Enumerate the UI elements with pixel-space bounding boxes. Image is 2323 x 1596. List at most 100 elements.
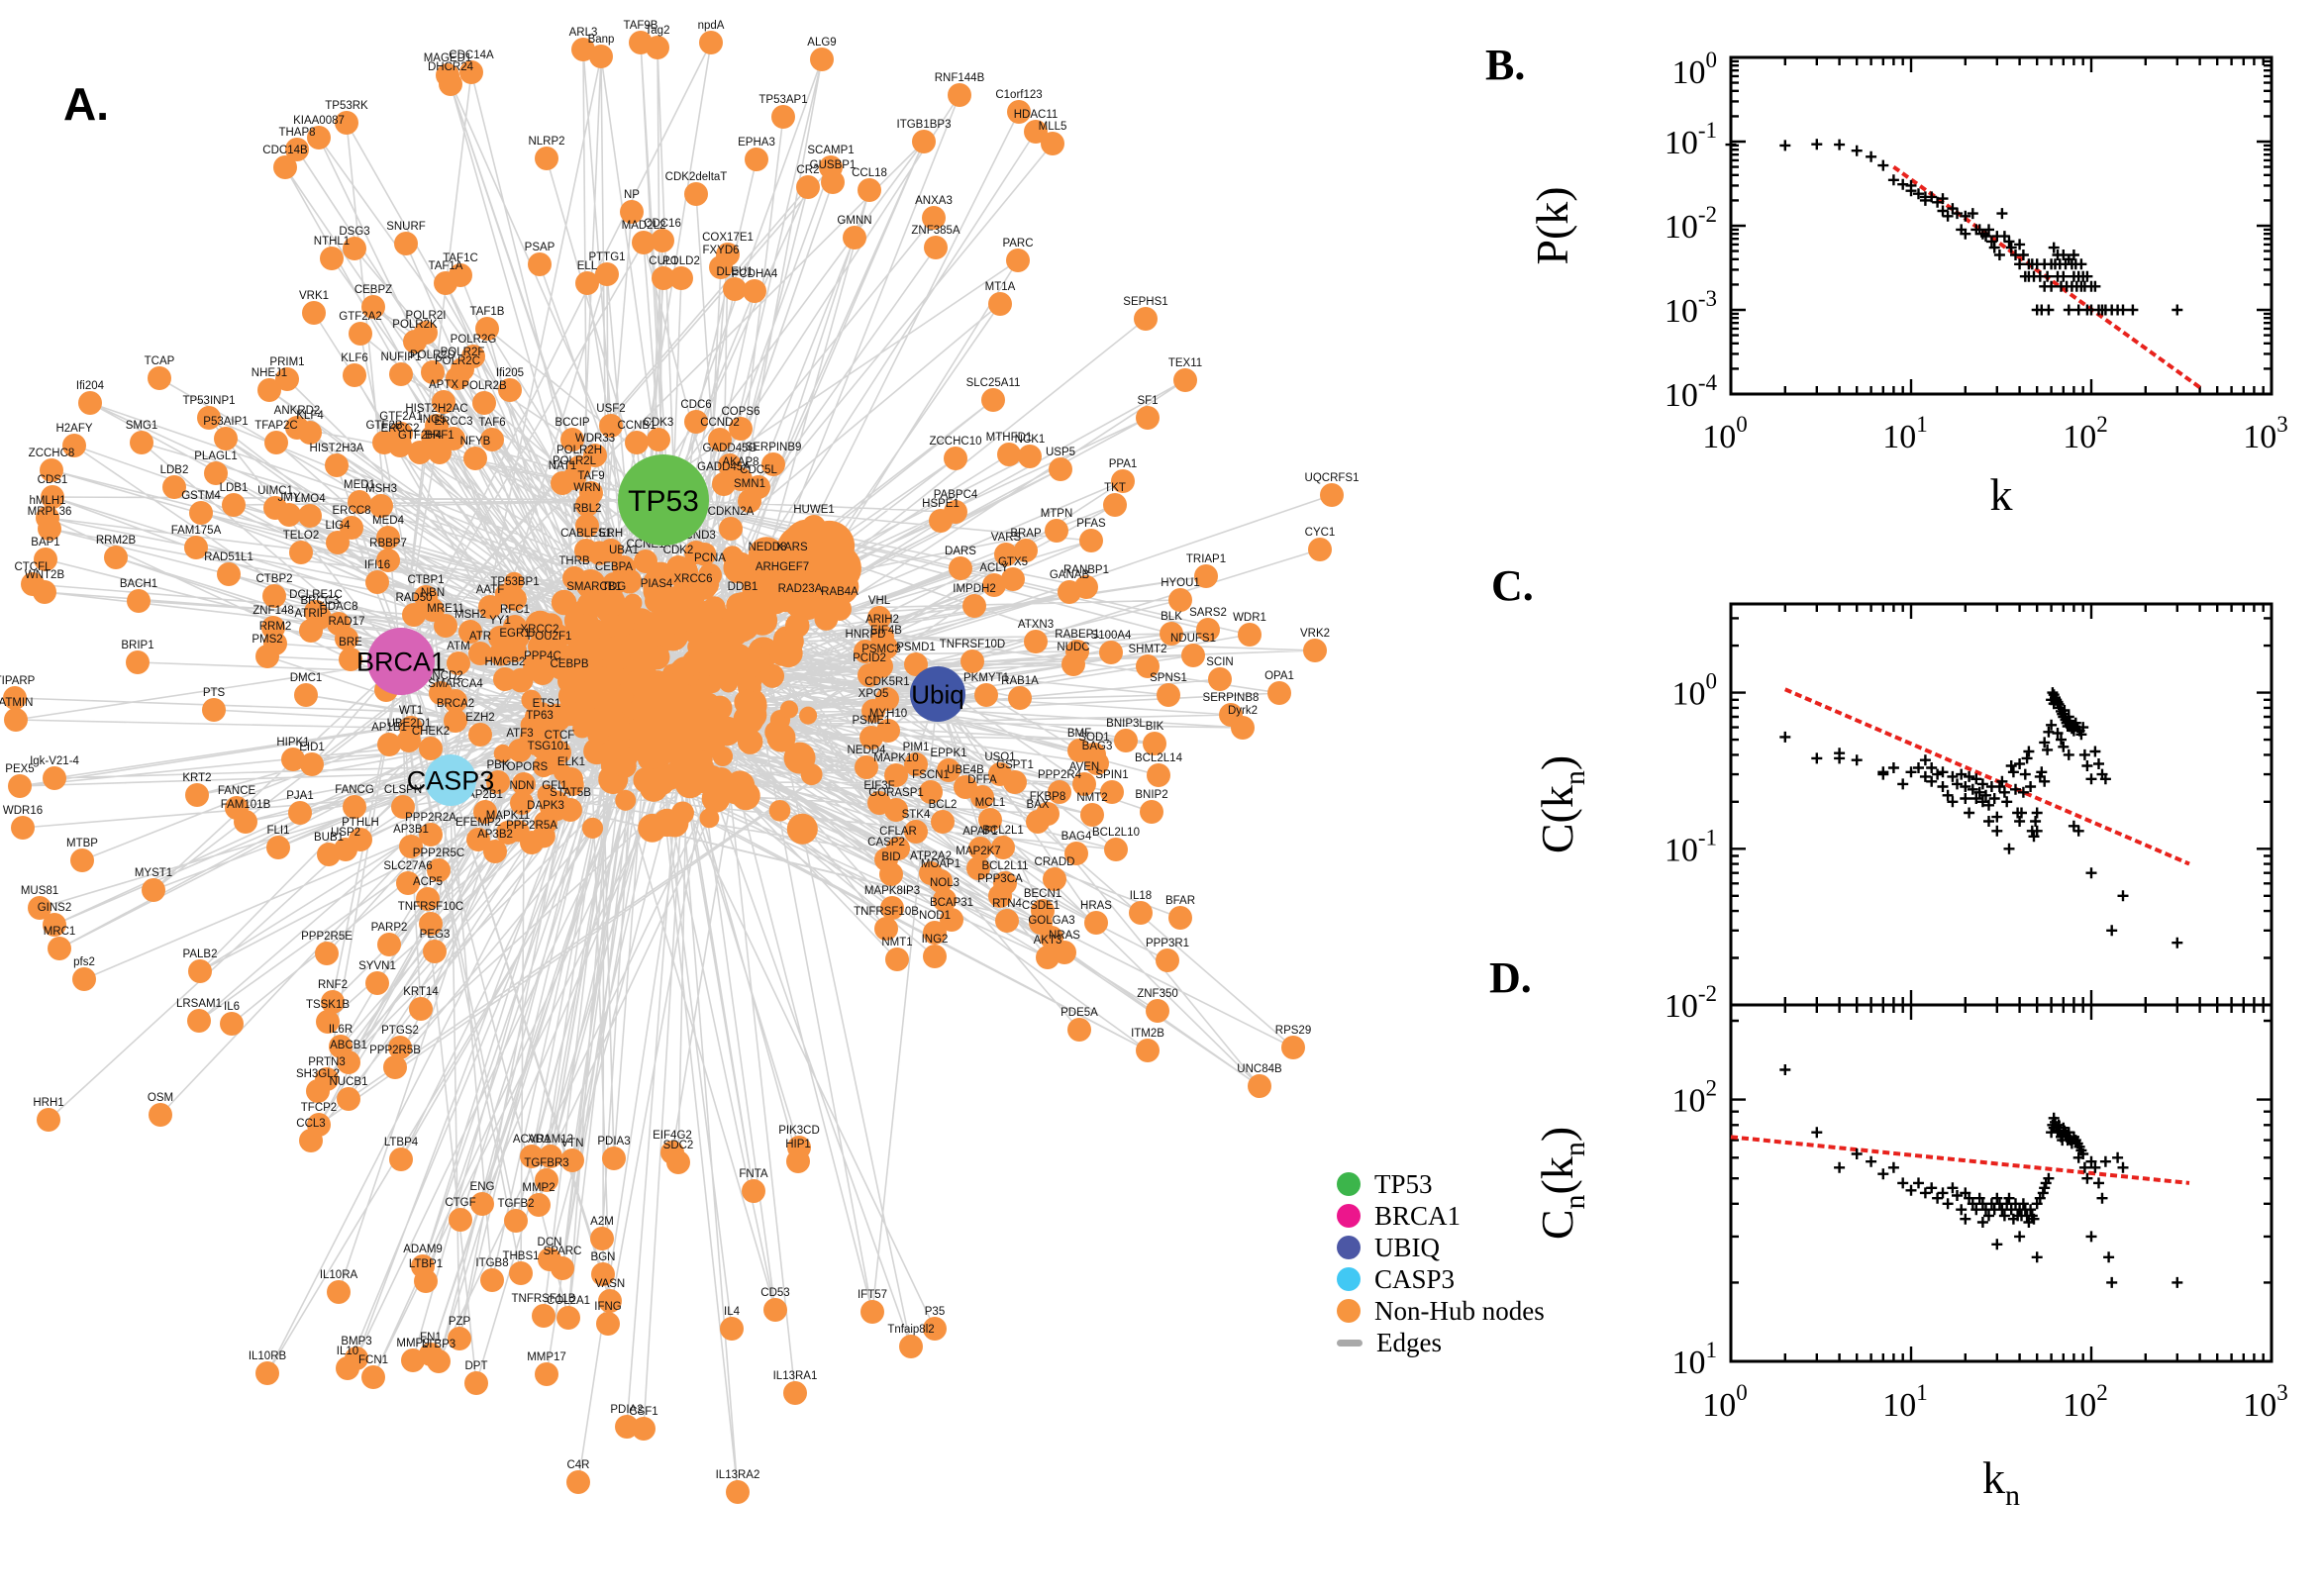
gene-node-label: P53AIP1 (203, 416, 248, 428)
gene-node-label: BRF1 (425, 430, 454, 442)
gene-node-label: BCL2 (929, 799, 958, 811)
gene-node-label: ATP2A2 (910, 850, 952, 862)
gene-node (187, 1009, 211, 1033)
gene-node-label: ELL (577, 260, 598, 272)
gene-node-label: BCCIP (555, 417, 589, 429)
gene-node-label: SCAMP1 (807, 145, 854, 156)
gene-node-label: CDC14B (262, 145, 308, 156)
gene-node-label: CSDE1 (1022, 900, 1060, 912)
ubiq-node-icon (1337, 1236, 1361, 1259)
gene-node-label: FLI1 (266, 825, 289, 837)
plot-frame (1729, 602, 2273, 1007)
gene-node (974, 683, 998, 707)
gene-node (1058, 580, 1081, 604)
gene-node-label: PPP2R2A (405, 812, 456, 824)
gene-node (444, 709, 467, 733)
gene-node (1308, 538, 1332, 561)
gene-node (388, 434, 412, 457)
gene-node (34, 548, 57, 571)
gene-node-label: DDB1 (728, 581, 758, 593)
gene-node (575, 514, 599, 538)
gene-node-label: PCID2 (853, 652, 886, 664)
gene-node-label: UBE4B (947, 764, 984, 776)
gene-node-label: DPT (465, 1360, 488, 1372)
gene-node-label: HRH1 (33, 1097, 63, 1109)
gene-node (532, 1304, 556, 1328)
gene-node-label: PEG3 (420, 929, 451, 941)
gene-node-label: IL13RA1 (773, 1370, 818, 1382)
gene-node-label: PPP3R1 (1146, 938, 1189, 949)
gene-node (281, 748, 305, 771)
gene-node-label: FN1 (420, 1332, 442, 1344)
gene-node (369, 494, 393, 518)
gene-node-label: EIF4G2 (653, 1130, 692, 1142)
gene-node (988, 884, 1012, 908)
gene-node (349, 322, 372, 346)
gene-node-label: ARIH2 (865, 614, 899, 626)
gene-node-label: LDB2 (160, 464, 189, 476)
gene-node (962, 594, 986, 618)
gene-node (788, 594, 812, 618)
gene-node (1061, 652, 1085, 676)
gene-node-label: NTHL1 (314, 236, 350, 248)
gene-node-label: TP53BP1 (490, 576, 539, 588)
gene-node-label: MRE11 (427, 603, 464, 615)
legend: TP53 BRCA1 UBIQ CASP3 Non-Hub nodes Edge… (1337, 1168, 1545, 1358)
gene-node (880, 896, 904, 920)
gene-node-label: POLR2D (410, 349, 455, 361)
gene-node-label: EZH2 (465, 712, 494, 724)
gene-node-label: NMT1 (881, 937, 912, 948)
gene-node-label: NUDC (1057, 642, 1089, 653)
gene-node (632, 1417, 656, 1441)
gene-node (448, 1327, 471, 1350)
gene-node (288, 801, 312, 825)
gene-node-label: TNFRSF10B (854, 906, 919, 918)
gene-node-label: CTCFL (14, 561, 51, 573)
gene-node-label: C1orf123 (995, 89, 1042, 101)
gene-node (634, 549, 657, 573)
gene-node (327, 1280, 351, 1304)
gene-node (1146, 999, 1169, 1023)
gene-node-label: TP63 (526, 710, 554, 722)
gene-node-label: RAB1A (1001, 675, 1039, 687)
gene-node (321, 990, 345, 1014)
gene-node (590, 1227, 614, 1250)
gene-node-label: NHEJ1 (252, 367, 287, 379)
gene-node (960, 649, 984, 673)
gene-node-label: AP3B2 (477, 829, 513, 841)
gene-node (444, 689, 467, 713)
gene-node (599, 539, 623, 562)
gene-node-label: ANXA3 (915, 195, 953, 207)
gene-node-label: THAP8 (278, 127, 315, 139)
gene-node (771, 105, 795, 129)
gene-node (503, 639, 527, 662)
gene-node-label: CSF1 (629, 1406, 657, 1418)
gene-node-label: SERPINB9 (746, 442, 802, 453)
gene-node (796, 175, 820, 199)
gene-node-label: CCL18 (852, 167, 887, 179)
gene-node-label: MAPK11 (486, 810, 531, 822)
gene-node (598, 1289, 622, 1313)
gene-node (1136, 1039, 1160, 1062)
gene-node-label: CASP2 (867, 837, 905, 848)
gene-node-label: ERCC8 (333, 505, 371, 517)
gene-node-label: LIG4 (326, 520, 352, 532)
gene-node-label: NEDD4 (848, 745, 887, 756)
gene-node-label: PLAGL1 (194, 450, 237, 462)
gene-node-label: WDR16 (3, 805, 43, 817)
gene-node (874, 636, 898, 659)
gene-node-label: CEBPZ (354, 284, 392, 296)
gene-node-label: CEBPA (595, 561, 633, 573)
gene-node (335, 627, 358, 650)
gene-node (421, 360, 445, 384)
gene-node-label: GTX5 (998, 556, 1028, 568)
gene-node-label: RAD50 (395, 592, 432, 604)
gene-node-label: ALG9 (807, 37, 836, 49)
gene-node-label: USO1 (984, 751, 1015, 763)
gene-node-label: AP3B1 (393, 824, 429, 836)
gene-node-label: PPP2R5E (301, 931, 353, 943)
gene-node-label: MMP9 (396, 1338, 429, 1349)
gene-node-label: DCLRE1C (289, 589, 343, 601)
gene-node-label: BAG3 (1082, 741, 1113, 752)
gene-node-label: IFT57 (858, 1289, 887, 1301)
